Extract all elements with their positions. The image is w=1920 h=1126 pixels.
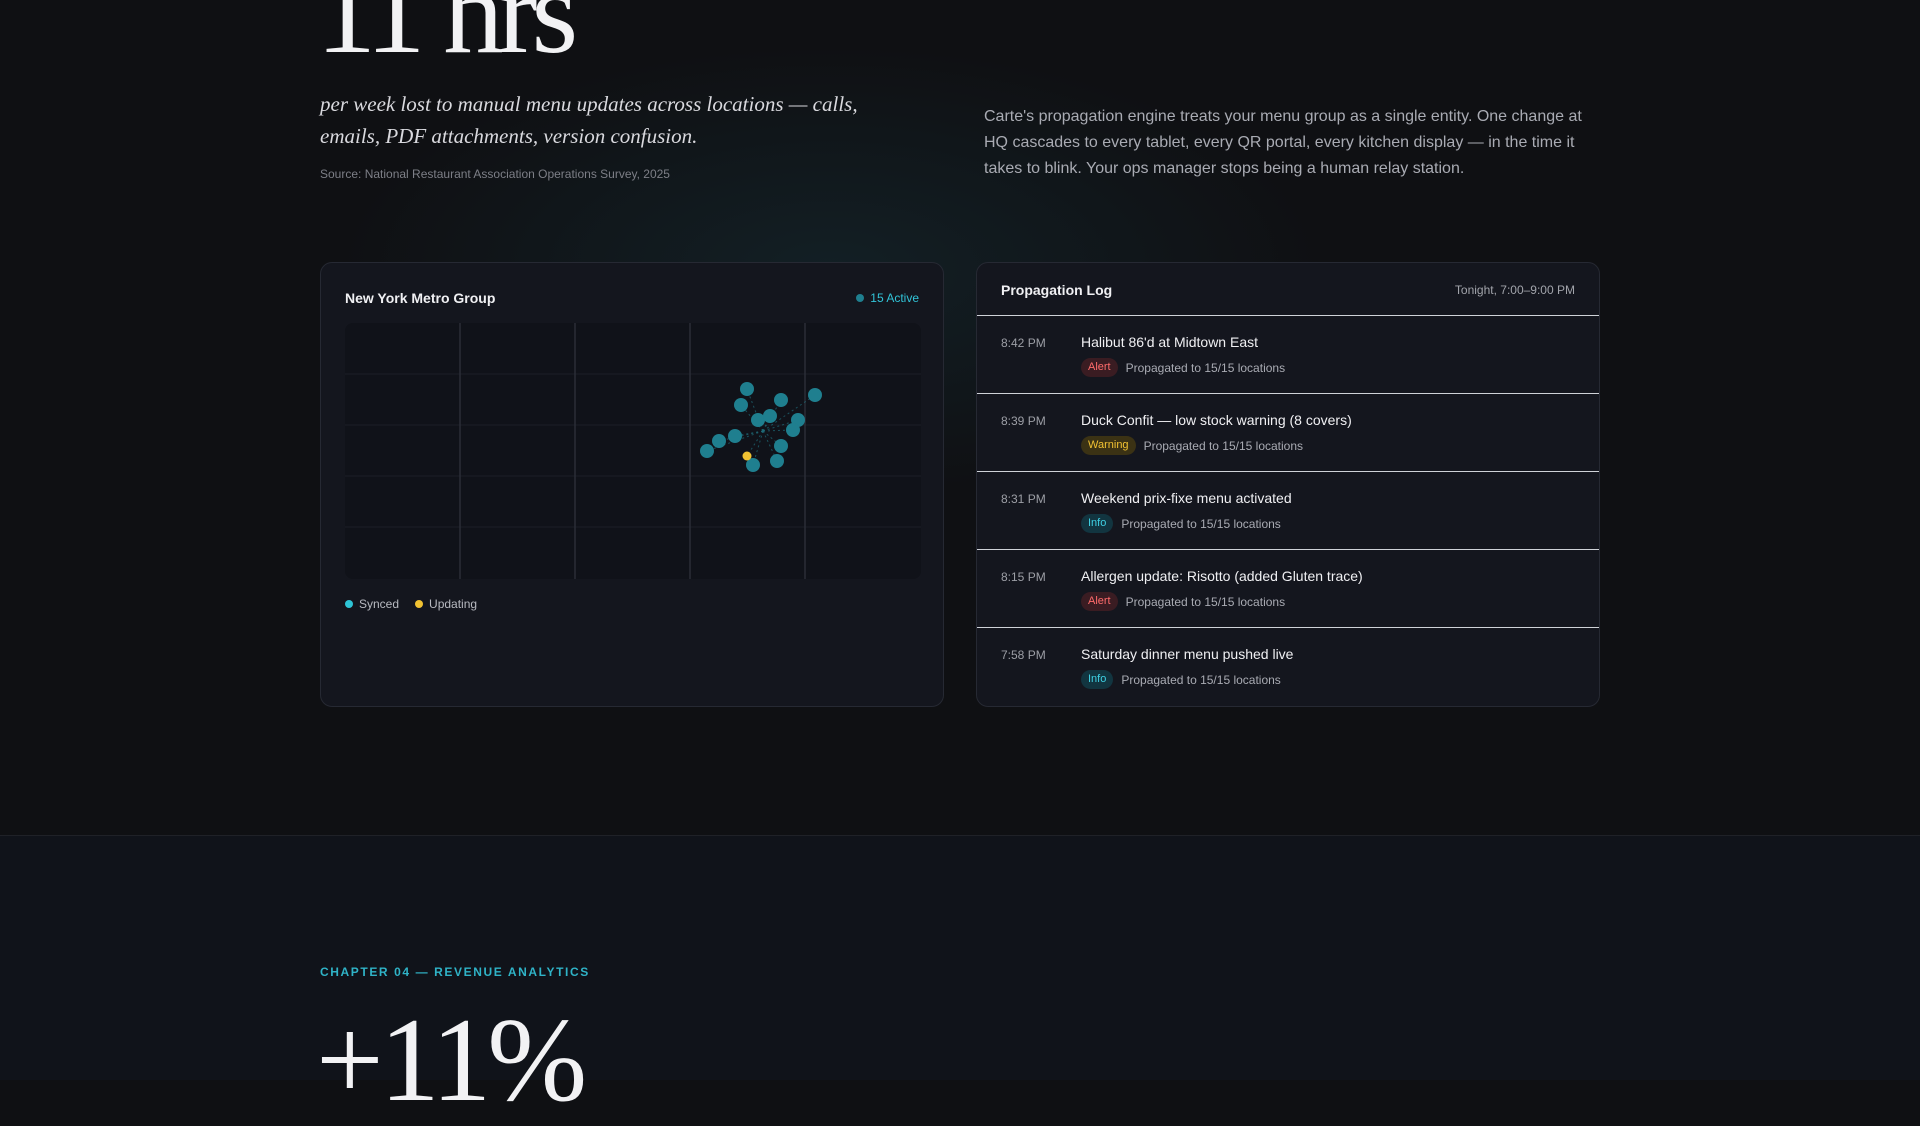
location-marker-synced[interactable] xyxy=(786,423,800,437)
location-marker-synced[interactable] xyxy=(700,444,714,458)
synced-dot-icon xyxy=(345,600,353,608)
log-entry[interactable]: 8:39 PM Duck Confit — low stock warning … xyxy=(977,394,1599,472)
log-entry-status: Propagated to 15/15 locations xyxy=(1143,438,1304,453)
map-grid xyxy=(345,323,921,579)
log-entry-time: 7:58 PM xyxy=(1001,648,1046,662)
log-entry-time: 8:15 PM xyxy=(1001,570,1046,584)
log-entry-time: 8:39 PM xyxy=(1001,414,1046,428)
log-time-window: Tonight, 7:00–9:00 PM xyxy=(1454,283,1575,297)
location-marker-synced[interactable] xyxy=(770,454,784,468)
hero-stat-source: Source: National Restaurant Association … xyxy=(320,167,670,181)
log-entry-meta: Alert Propagated to 15/15 locations xyxy=(1081,358,1285,377)
location-map-canvas xyxy=(345,323,921,579)
updating-dot-icon xyxy=(415,600,424,608)
location-marker-updating[interactable] xyxy=(742,451,752,461)
log-entry[interactable]: 7:58 PM Saturday dinner menu pushed live… xyxy=(977,628,1599,706)
log-entry-time: 8:42 PM xyxy=(1001,336,1046,350)
location-marker-synced[interactable] xyxy=(808,388,822,402)
hero-section: 11 hrs per week lost to manual menu upda… xyxy=(0,0,1920,836)
map-link-line xyxy=(752,430,764,466)
log-entry-status: Propagated to 15/15 locations xyxy=(1125,360,1286,375)
location-marker-synced[interactable] xyxy=(740,382,754,396)
info-badge: Info xyxy=(1081,670,1114,689)
log-entry[interactable]: 8:31 PM Weekend prix-fixe menu activated… xyxy=(977,472,1599,550)
log-entry-event: Weekend prix-fixe menu activated xyxy=(1081,490,1292,506)
location-marker-synced[interactable] xyxy=(746,458,760,472)
log-entry-time: 8:31 PM xyxy=(1001,492,1046,506)
map-markers xyxy=(700,382,822,472)
active-count-label: 15 Active xyxy=(870,291,919,305)
log-entry-status: Propagated to 15/15 locations xyxy=(1125,594,1286,609)
map-connection-lines xyxy=(706,388,816,466)
map-link-line xyxy=(762,430,782,447)
log-entry-event: Allergen update: Risotto (added Gluten t… xyxy=(1081,568,1363,584)
legend-synced-label: Synced xyxy=(359,597,400,611)
log-header: Propagation Log Tonight, 7:00–9:00 PM xyxy=(977,263,1599,316)
log-entry-meta: Info Propagated to 15/15 locations xyxy=(1081,670,1281,689)
log-title: Propagation Log xyxy=(1001,282,1113,298)
hero-stat-caption: per week lost to manual menu updates acr… xyxy=(320,92,858,148)
active-count-badge: 15 Active xyxy=(856,291,919,305)
propagation-log-card: Propagation Log Tonight, 7:00–9:00 PM 8:… xyxy=(976,262,1600,707)
alert-badge: Alert xyxy=(1081,592,1118,611)
warning-badge: Warning xyxy=(1081,436,1136,455)
chapter-label: CHAPTER 04 — REVENUE ANALYTICS xyxy=(320,965,590,979)
log-entry[interactable]: 8:15 PM Allergen update: Risotto (added … xyxy=(977,550,1599,628)
log-entry-meta: Warning Propagated to 15/15 locations xyxy=(1081,436,1303,455)
location-marker-synced[interactable] xyxy=(728,429,742,443)
legend-updating-label: Updating xyxy=(429,597,478,611)
log-entry-event: Duck Confit — low stock warning (8 cover… xyxy=(1081,412,1352,428)
location-map[interactable] xyxy=(345,323,921,579)
map-link-line xyxy=(762,394,816,432)
info-badge: Info xyxy=(1081,514,1114,533)
log-list: 8:42 PM Halibut 86'd at Midtown East Ale… xyxy=(977,316,1599,706)
revenue-analytics-section: CHAPTER 04 — REVENUE ANALYTICS +11% xyxy=(0,836,1920,1120)
hero-intro-text: Carte's propagation engine treats your m… xyxy=(984,108,1582,177)
location-marker-synced[interactable] xyxy=(774,393,788,407)
location-marker-synced[interactable] xyxy=(751,413,765,427)
location-marker-synced[interactable] xyxy=(712,434,726,448)
location-marker-synced[interactable] xyxy=(774,439,788,453)
legend-synced: Synced xyxy=(345,597,399,611)
active-status-dot-icon xyxy=(856,294,865,302)
map-link-line xyxy=(762,430,778,462)
log-entry-status: Propagated to 15/15 locations xyxy=(1121,516,1281,531)
location-map-card: New York Metro Group 15 Active xyxy=(320,262,944,707)
log-entry-meta: Alert Propagated to 15/15 locations xyxy=(1081,592,1285,611)
log-entry-status: Propagated to 15/15 locations xyxy=(1121,672,1281,687)
location-marker-synced[interactable] xyxy=(734,398,748,412)
map-card-header: New York Metro Group 15 Active xyxy=(345,290,919,310)
legend-updating: Updating xyxy=(415,597,477,611)
map-legend: Synced Updating xyxy=(345,597,477,611)
hero-stat: 11 hrs xyxy=(316,0,578,78)
log-entry[interactable]: 8:42 PM Halibut 86'd at Midtown East Ale… xyxy=(977,316,1599,394)
map-card-title: New York Metro Group xyxy=(345,290,496,306)
log-entry-event: Halibut 86'd at Midtown East xyxy=(1081,334,1258,350)
map-link-line xyxy=(762,399,782,432)
log-entry-meta: Info Propagated to 15/15 locations xyxy=(1081,514,1281,533)
log-entry-event: Saturday dinner menu pushed live xyxy=(1081,646,1294,662)
location-marker-synced[interactable] xyxy=(763,409,777,423)
revenue-stat: +11% xyxy=(316,993,587,1126)
alert-badge: Alert xyxy=(1081,358,1118,377)
